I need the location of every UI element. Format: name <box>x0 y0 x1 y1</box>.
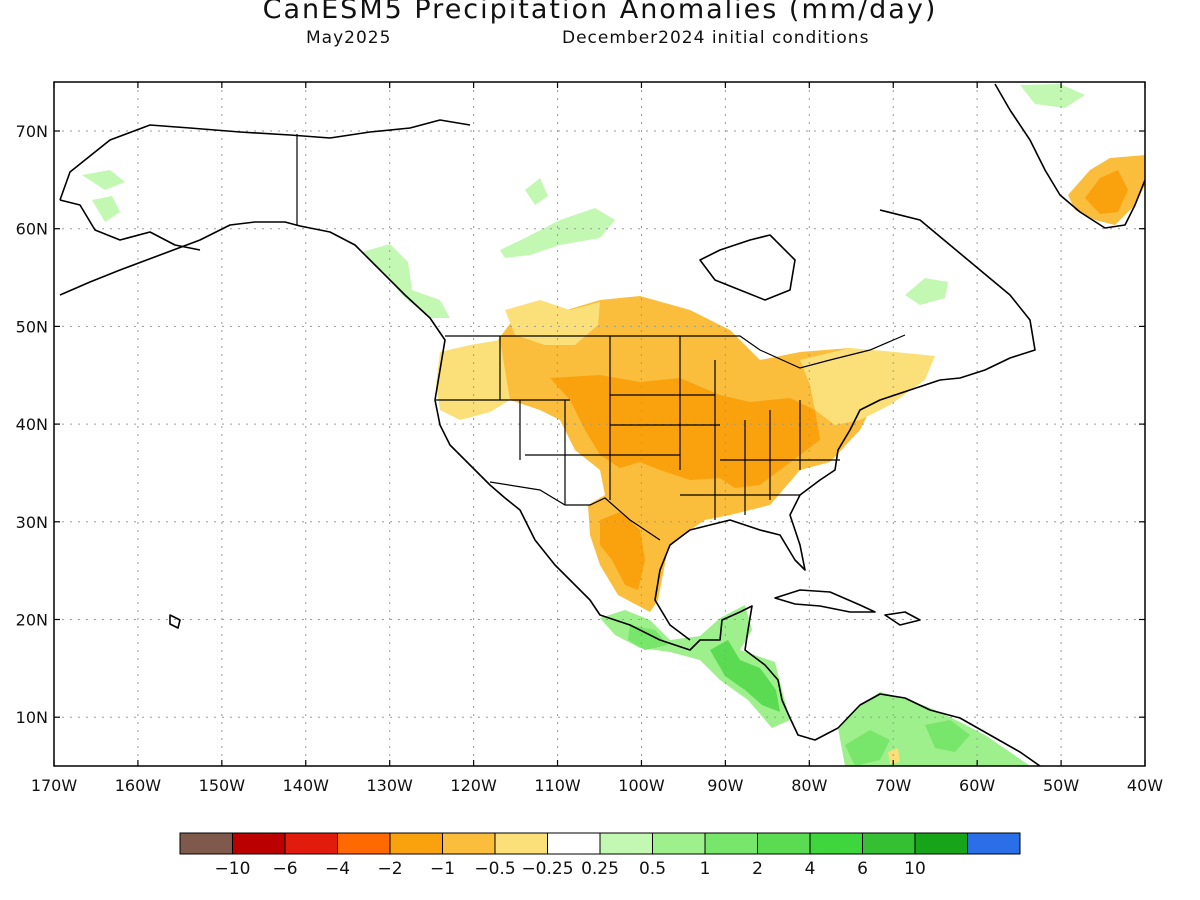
colorbar-label: −1 <box>430 859 455 879</box>
colorbar-label: −0.5 <box>474 859 515 879</box>
colorbar-label: −2 <box>377 859 402 879</box>
colorbar-swatch-1 <box>179 832 233 855</box>
colorbar-label: 6 <box>857 859 868 879</box>
lon-label-60w: 60W <box>959 776 995 795</box>
colorbar-swatch-13 <box>809 832 863 855</box>
lat-label-40n: 40N <box>16 415 48 434</box>
anomaly-region-labrador <box>905 278 948 305</box>
lon-label-160w: 160W <box>115 776 162 795</box>
anomaly-region-bc-coast <box>362 244 450 318</box>
colorbar-label: −4 <box>325 859 350 879</box>
forecast-month: May2025 <box>306 28 392 48</box>
colorbar-swatch-7 <box>494 832 548 855</box>
lon-label-170w: 170W <box>31 776 78 795</box>
lon-label-120w: 120W <box>450 776 497 795</box>
lat-label-50n: 50N <box>16 317 48 336</box>
anomaly-region-central-america-core <box>710 640 780 712</box>
lat-label-30n: 30N <box>16 513 48 532</box>
political-borders <box>296 134 906 541</box>
colorbar-swatch-16 <box>967 832 1021 855</box>
lat-label-70n: 70N <box>16 122 48 141</box>
anomaly-region-south-greenland-core <box>1085 170 1128 214</box>
anomaly-region-alaska-west <box>82 170 125 190</box>
hispaniola <box>884 611 921 626</box>
anomaly-region-southern-mexico <box>600 605 790 728</box>
anomaly-region-northeast-us <box>800 348 935 425</box>
colorbar-label: 0.5 <box>639 859 666 879</box>
us-east-coast <box>654 379 941 641</box>
anomaly-region-colombia-core <box>845 730 890 766</box>
lon-label-70w: 70W <box>875 776 911 795</box>
state-lines-central <box>610 336 771 520</box>
greenland-coastline <box>994 83 1145 229</box>
anomaly-shading <box>82 84 1145 766</box>
latitude-axis: 70N 60N 50N 40N 30N 20N 10N <box>16 122 1145 727</box>
coastlines <box>59 83 1145 766</box>
hudson-bay <box>699 234 796 301</box>
lon-label-90w: 90W <box>707 776 743 795</box>
lon-label-130w: 130W <box>367 776 414 795</box>
colorbar-label: 2 <box>752 859 763 879</box>
colorbar-swatch-9 <box>599 832 653 855</box>
map-title: CanESM5 Precipitation Anomalies (mm/day) <box>262 0 938 25</box>
map-gridlines <box>54 82 1145 766</box>
colorbar-swatch-14 <box>862 832 916 855</box>
initial-conditions-label: December2024 initial conditions <box>562 28 870 48</box>
colorbar-label: 0.25 <box>581 859 619 879</box>
anomaly-region-north-greenland <box>1020 84 1085 108</box>
lon-label-140w: 140W <box>283 776 330 795</box>
anomaly-region-northern-canada-2 <box>525 178 548 205</box>
map-plot-area <box>54 82 1145 766</box>
colorbar-swatch-12 <box>757 832 811 855</box>
colorbar-label: −6 <box>272 859 297 879</box>
labrador-coast <box>879 209 1036 381</box>
lat-label-60n: 60N <box>16 220 48 239</box>
lon-label-50w: 50W <box>1043 776 1079 795</box>
anomaly-region-venezuela-core <box>925 720 970 752</box>
colorbar-label: 10 <box>904 859 926 879</box>
state-lines-east <box>680 400 840 496</box>
colorbar-swatch-3 <box>284 832 338 855</box>
alaska-north-coast <box>59 119 471 201</box>
alaska-west-coast <box>59 199 201 251</box>
anomaly-region-lake-maracaibo-dry <box>888 748 900 764</box>
colorbar-swatch-4 <box>337 832 391 855</box>
lon-label-80w: 80W <box>791 776 827 795</box>
colorbar-label: 4 <box>805 859 816 879</box>
lon-label-150w: 150W <box>199 776 246 795</box>
colorbar-swatch-5 <box>389 832 443 855</box>
lat-label-20n: 20N <box>16 611 48 630</box>
colorbar-label: 1 <box>700 859 711 879</box>
lon-label-100w: 100W <box>618 776 665 795</box>
alaska-coastline <box>59 221 839 741</box>
colorbar-label: −0.25 <box>521 859 573 879</box>
colorbar-swatch-6 <box>442 832 496 855</box>
state-lines-west <box>436 336 680 505</box>
colorbar-label: −10 <box>215 859 251 879</box>
colorbar-swatch-10 <box>652 832 706 855</box>
us-mexico-border <box>489 481 661 541</box>
anomaly-region-northern-canada-1 <box>500 208 615 258</box>
anomaly-region-pacific-northwest <box>436 340 510 420</box>
us-canada-border <box>445 334 906 369</box>
longitude-axis: 170W 160W 150W 140W 130W 120W 110W 100W 90W 80W 70… <box>31 82 1163 795</box>
anomaly-region-northern-rockies <box>505 300 600 345</box>
lon-label-40w: 40W <box>1127 776 1163 795</box>
colorbar: −10 −6 −4 −2 −1 −0.5 −0.25 0.25 0.5 1 2 4 6 10 <box>179 832 1021 879</box>
colorbar-swatch-15 <box>914 832 968 855</box>
anomaly-region-alaska-sw <box>92 196 120 222</box>
lat-label-10n: 10N <box>16 708 48 727</box>
hawaii <box>169 614 181 629</box>
south-america-coast <box>837 693 1041 766</box>
colorbar-swatch-2 <box>232 832 286 855</box>
anomaly-region-northern-mexico-core <box>600 512 645 590</box>
cuba <box>774 589 876 613</box>
colorbar-swatch-8 <box>547 832 601 855</box>
anomaly-region-oaxaca-core <box>628 625 668 650</box>
lon-label-110w: 110W <box>534 776 581 795</box>
colorbar-swatch-11 <box>704 832 758 855</box>
